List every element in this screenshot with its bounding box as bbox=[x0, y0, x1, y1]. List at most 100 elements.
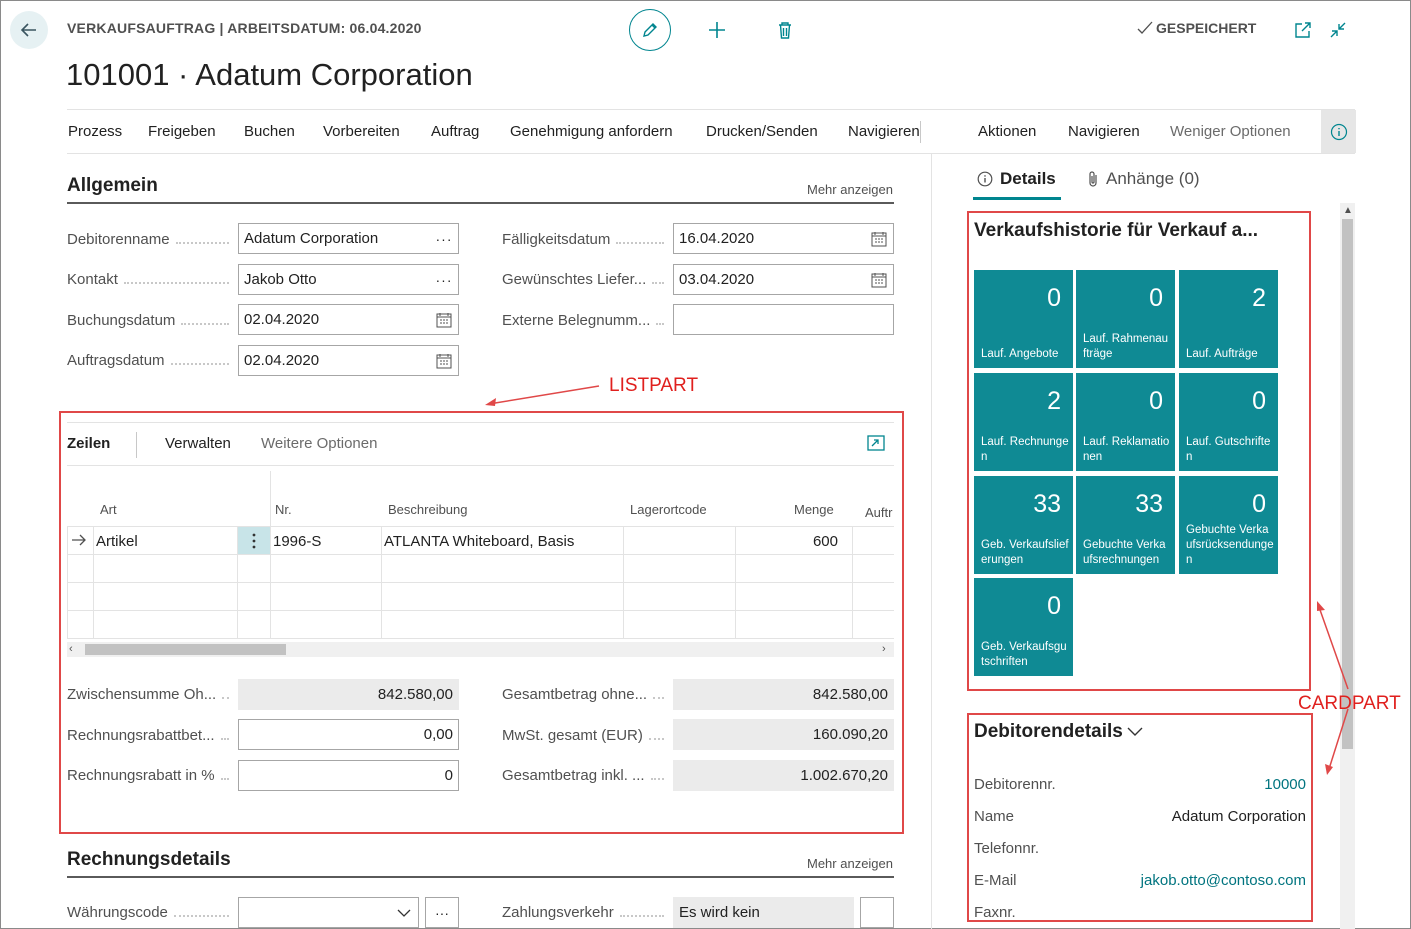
tile-lauf-gutschriften[interactable]: 0 Lauf. Gutschriften bbox=[1179, 373, 1278, 471]
ellipsis-icon[interactable]: ··· bbox=[435, 230, 453, 247]
action-aktionen[interactable]: Aktionen bbox=[978, 123, 1037, 140]
tab-zeilen[interactable]: Zeilen bbox=[67, 435, 111, 452]
cell-beschreibung[interactable]: ATLANTA Whiteboard, Basis bbox=[384, 533, 575, 550]
action-navigieren[interactable]: Navigieren bbox=[848, 123, 920, 140]
action-separator bbox=[920, 121, 921, 143]
tile-lauf-rechnungen[interactable]: 2 Lauf. Rechnungen bbox=[974, 373, 1073, 471]
waehrungscode-select[interactable] bbox=[238, 897, 419, 928]
label-name: Name bbox=[974, 808, 1015, 825]
calendar-icon[interactable] bbox=[870, 230, 888, 248]
externe-belegnummer-field[interactable] bbox=[673, 304, 894, 335]
mwst-gesamt-value: 160.090,20 bbox=[673, 719, 894, 750]
action-genehmigung-anfordern[interactable]: Genehmigung anfordern bbox=[510, 123, 673, 140]
grid-line bbox=[67, 582, 894, 583]
collapse-button[interactable] bbox=[1325, 17, 1351, 43]
saved-label: GESPEICHERT bbox=[1156, 20, 1257, 36]
calendar-icon[interactable] bbox=[435, 311, 453, 329]
column-beschreibung[interactable]: Beschreibung bbox=[388, 502, 468, 517]
action-prozess[interactable]: Prozess bbox=[68, 123, 123, 140]
section-title-rechnungsdetails: Rechnungsdetails bbox=[67, 849, 231, 870]
action-vorbereiten[interactable]: Vorbereiten bbox=[323, 123, 400, 140]
active-tab-indicator bbox=[973, 197, 1061, 200]
debitorennr-value[interactable]: 10000 bbox=[1264, 776, 1306, 793]
saved-status: GESPEICHERT bbox=[1137, 20, 1256, 36]
table-row[interactable] bbox=[70, 532, 88, 553]
calendar-icon[interactable] bbox=[870, 271, 888, 289]
action-drucken-senden[interactable]: Drucken/Senden bbox=[706, 123, 818, 140]
label-zwischensumme: Zwischensumme Oh... bbox=[67, 686, 229, 703]
tab-weitere-optionen[interactable]: Weitere Optionen bbox=[261, 435, 378, 452]
gewuenschtes-lieferdatum-field[interactable]: 03.04.2020 bbox=[673, 264, 894, 295]
ellipsis-icon[interactable]: ··· bbox=[435, 271, 453, 288]
action-weniger-optionen[interactable]: Weniger Optionen bbox=[1170, 123, 1291, 140]
email-value[interactable]: jakob.otto@contoso.com bbox=[1140, 872, 1306, 889]
new-button[interactable] bbox=[704, 17, 730, 43]
cell-nr[interactable]: 1996-S bbox=[273, 533, 322, 550]
auftragsdatum-field[interactable]: 02.04.2020 bbox=[238, 345, 459, 376]
arrow-right-icon bbox=[72, 534, 86, 546]
section-title-allgemein: Allgemein bbox=[67, 175, 158, 196]
waehrungscode-lookup-button[interactable]: ··· bbox=[425, 897, 459, 928]
tile-lauf-rahmenauftraege[interactable]: 0 Lauf. Rahmenaufträge bbox=[1076, 270, 1175, 368]
tile-lauf-angebote[interactable]: 0 Lauf. Angebote bbox=[974, 270, 1073, 368]
info-button[interactable] bbox=[1321, 110, 1356, 153]
tab-anhaenge[interactable]: Anhänge (0) bbox=[1087, 169, 1200, 189]
tab-details[interactable]: Details bbox=[977, 169, 1056, 189]
action-freigeben[interactable]: Freigeben bbox=[148, 123, 216, 140]
chevron-down-icon bbox=[1127, 727, 1143, 736]
tile-lauf-auftraege[interactable]: 2 Lauf. Aufträge bbox=[1179, 270, 1278, 368]
ellipsis-icon: ··· bbox=[435, 904, 449, 921]
zwischensumme-value: 842.580,00 bbox=[238, 679, 459, 710]
label-email: E-Mail bbox=[974, 872, 1017, 889]
action-auftrag[interactable]: Auftrag bbox=[431, 123, 480, 140]
action-buchen[interactable]: Buchen bbox=[244, 123, 295, 140]
column-lagerortcode[interactable]: Lagerortcode bbox=[630, 502, 707, 517]
buchungsdatum-field[interactable]: 02.04.2020 bbox=[238, 304, 459, 335]
rechnungsrabattbetrag-field[interactable]: 0,00 bbox=[238, 719, 459, 750]
label-debitorenname: Debitorenname bbox=[67, 231, 229, 248]
collapse-icon bbox=[1330, 22, 1346, 38]
faelligkeitsdatum-field[interactable]: 16.04.2020 bbox=[673, 223, 894, 254]
tile-geb-verkaufsgutschriften[interactable]: 0 Geb. Verkaufsgutschriften bbox=[974, 578, 1073, 676]
tile-gebuchte-verkaufsrechnungen[interactable]: 33 Gebuchte Verkaufsrechnungen bbox=[1076, 476, 1175, 574]
cardpart-annotation-label: CARDPART bbox=[1298, 693, 1401, 714]
calendar-icon[interactable] bbox=[435, 352, 453, 370]
actionbar-top-divider bbox=[67, 109, 1355, 110]
chevron-down-icon[interactable] bbox=[395, 904, 413, 922]
scroll-up-icon[interactable]: ▲ bbox=[1343, 205, 1353, 216]
grid-line bbox=[67, 554, 894, 555]
tile-geb-verkaufslieferungen[interactable]: 33 Geb. Verkaufslieferungen bbox=[974, 476, 1073, 574]
action-navigieren-2[interactable]: Navigieren bbox=[1068, 123, 1140, 140]
tile-lauf-reklamationen[interactable]: 0 Lauf. Reklamationen bbox=[1076, 373, 1175, 471]
expand-lines-button[interactable] bbox=[867, 435, 885, 456]
column-nr[interactable]: Nr. bbox=[275, 502, 292, 517]
column-auftrag[interactable]: Auftr bbox=[865, 505, 893, 520]
grid-line bbox=[67, 526, 894, 527]
gesamtbetrag-ohne-value: 842.580,00 bbox=[673, 679, 894, 710]
cell-art[interactable]: Artikel bbox=[96, 533, 138, 550]
zahlungsverkehr-button[interactable] bbox=[860, 897, 894, 928]
label-telefonnr: Telefonnr. bbox=[974, 840, 1040, 857]
cell-menge[interactable]: 600 bbox=[812, 533, 838, 550]
mehr-anzeigen-link-2[interactable]: Mehr anzeigen bbox=[807, 856, 893, 871]
trash-icon bbox=[779, 22, 791, 39]
row-menu-button[interactable] bbox=[238, 527, 270, 554]
column-art[interactable]: Art bbox=[100, 502, 117, 517]
tab-verwalten[interactable]: Verwalten bbox=[165, 435, 231, 452]
scrollbar-thumb[interactable] bbox=[85, 644, 286, 655]
column-menge[interactable]: Menge bbox=[794, 502, 834, 517]
kontakt-field[interactable]: Jakob Otto ··· bbox=[238, 264, 459, 295]
back-button[interactable] bbox=[10, 11, 48, 49]
debitorenname-field[interactable]: Adatum Corporation ··· bbox=[238, 223, 459, 254]
arrow-left-icon bbox=[20, 23, 36, 37]
scroll-right-icon[interactable]: › bbox=[882, 643, 886, 655]
factbox-scrollbar-thumb[interactable] bbox=[1342, 219, 1353, 749]
delete-button[interactable] bbox=[772, 17, 798, 43]
edit-button[interactable] bbox=[629, 9, 671, 51]
tile-gebuchte-verkaufsruecksendungen[interactable]: 0 Gebuchte Verkaufsrücksendungen bbox=[1179, 476, 1278, 574]
open-new-window-button[interactable] bbox=[1290, 17, 1316, 43]
scroll-left-icon[interactable]: ‹ bbox=[69, 643, 73, 655]
mehr-anzeigen-link[interactable]: Mehr anzeigen bbox=[807, 182, 893, 197]
customer-details-header[interactable]: Debitorendetails bbox=[974, 721, 1143, 743]
rechnungsrabatt-prozent-field[interactable]: 0 bbox=[238, 760, 459, 791]
